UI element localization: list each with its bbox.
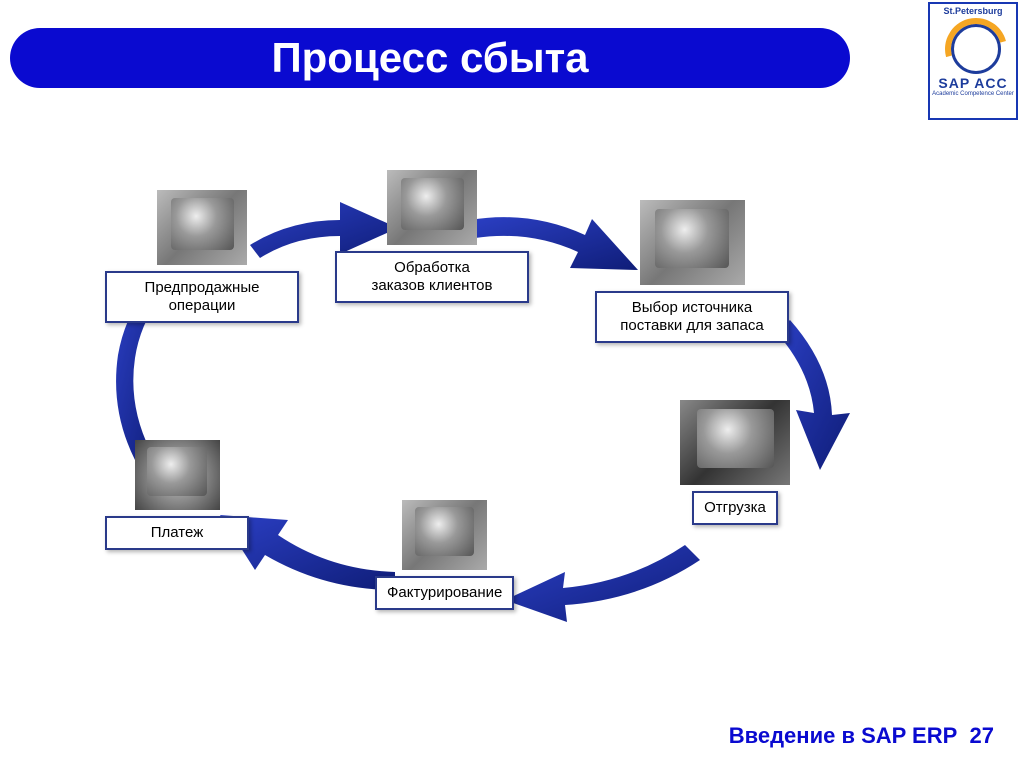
footer-text: Введение в SAP ERP 27 (729, 723, 994, 749)
logo-top-text: St.Petersburg (930, 6, 1016, 16)
page-title: Процесс сбыта (271, 34, 588, 82)
presales-label: Предпродажныеоперации (105, 271, 299, 323)
invoicing-label: Фактурирование (375, 576, 514, 610)
order-processing-image (387, 170, 477, 245)
payment-image (135, 440, 220, 510)
node-invoicing: Фактурирование (375, 500, 514, 610)
payment-label: Платеж (105, 516, 249, 550)
logo-globe-icon (943, 18, 1003, 73)
logo-sub-text: Academic Competence Center (930, 91, 1016, 97)
presales-image (157, 190, 247, 265)
process-cycle-diagram: Предпродажныеоперации Обработказаказов к… (0, 130, 1024, 690)
node-sourcing: Выбор источникапоставки для запаса (595, 200, 789, 343)
footer-prefix: Введение в SAP ERP (729, 723, 958, 748)
node-shipping: Отгрузка (680, 400, 790, 525)
logo-badge: St.Petersburg SAP ACC Academic Competenc… (928, 2, 1018, 120)
footer-page: 27 (970, 723, 994, 748)
order-processing-label: Обработказаказов клиентов (335, 251, 529, 303)
node-presales: Предпродажныеоперации (105, 190, 299, 323)
invoicing-image (402, 500, 487, 570)
node-order-processing: Обработказаказов клиентов (335, 170, 529, 303)
sourcing-label: Выбор источникапоставки для запаса (595, 291, 789, 343)
sourcing-image (640, 200, 745, 285)
node-payment: Платеж (105, 440, 249, 550)
shipping-label: Отгрузка (692, 491, 778, 525)
shipping-image (680, 400, 790, 485)
title-bar: Процесс сбыта (10, 28, 850, 88)
